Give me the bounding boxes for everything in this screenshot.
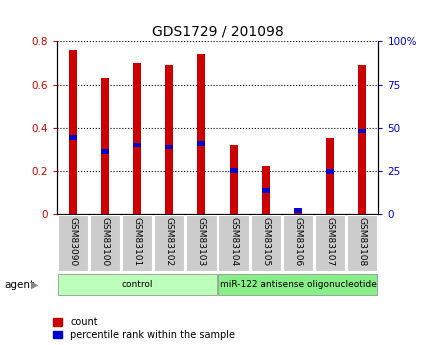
FancyBboxPatch shape — [57, 274, 216, 295]
Bar — [197, 141, 205, 146]
Bar — [165, 65, 173, 214]
Bar — [101, 149, 108, 154]
Text: ▶: ▶ — [31, 280, 39, 289]
FancyBboxPatch shape — [346, 215, 377, 272]
Bar — [101, 78, 108, 214]
Bar — [358, 65, 365, 214]
FancyBboxPatch shape — [218, 215, 248, 272]
FancyBboxPatch shape — [250, 215, 280, 272]
Text: control: control — [121, 280, 152, 289]
Bar — [326, 138, 333, 214]
Legend: count, percentile rank within the sample: count, percentile rank within the sample — [53, 317, 235, 340]
Bar — [197, 54, 205, 214]
Bar — [229, 168, 237, 173]
Bar — [293, 209, 301, 214]
FancyBboxPatch shape — [122, 215, 152, 272]
Bar — [261, 188, 269, 193]
Bar — [229, 145, 237, 214]
Text: GSM83104: GSM83104 — [229, 217, 237, 266]
Text: GSM83102: GSM83102 — [164, 217, 173, 266]
Bar — [133, 142, 141, 147]
Bar — [133, 63, 141, 214]
Text: GSM83090: GSM83090 — [68, 217, 77, 266]
Text: GSM83100: GSM83100 — [100, 217, 109, 266]
Text: agent: agent — [4, 280, 34, 289]
FancyBboxPatch shape — [282, 215, 312, 272]
FancyBboxPatch shape — [154, 215, 184, 272]
FancyBboxPatch shape — [186, 215, 216, 272]
Bar — [293, 208, 301, 213]
Text: miR-122 antisense oligonucleotide: miR-122 antisense oligonucleotide — [219, 280, 375, 289]
Bar — [165, 145, 173, 149]
Bar — [69, 50, 76, 214]
Bar — [358, 128, 365, 133]
Bar — [69, 135, 76, 140]
Text: GSM83108: GSM83108 — [357, 217, 366, 266]
Title: GDS1729 / 201098: GDS1729 / 201098 — [151, 25, 283, 39]
Text: GSM83107: GSM83107 — [325, 217, 334, 266]
Text: GSM83103: GSM83103 — [197, 217, 205, 266]
Text: GSM83106: GSM83106 — [293, 217, 302, 266]
Text: GSM83105: GSM83105 — [261, 217, 270, 266]
FancyBboxPatch shape — [218, 274, 377, 295]
Text: GSM83101: GSM83101 — [132, 217, 141, 266]
FancyBboxPatch shape — [314, 215, 345, 272]
FancyBboxPatch shape — [57, 215, 88, 272]
FancyBboxPatch shape — [89, 215, 120, 272]
Bar — [326, 169, 333, 174]
Bar — [261, 167, 269, 214]
